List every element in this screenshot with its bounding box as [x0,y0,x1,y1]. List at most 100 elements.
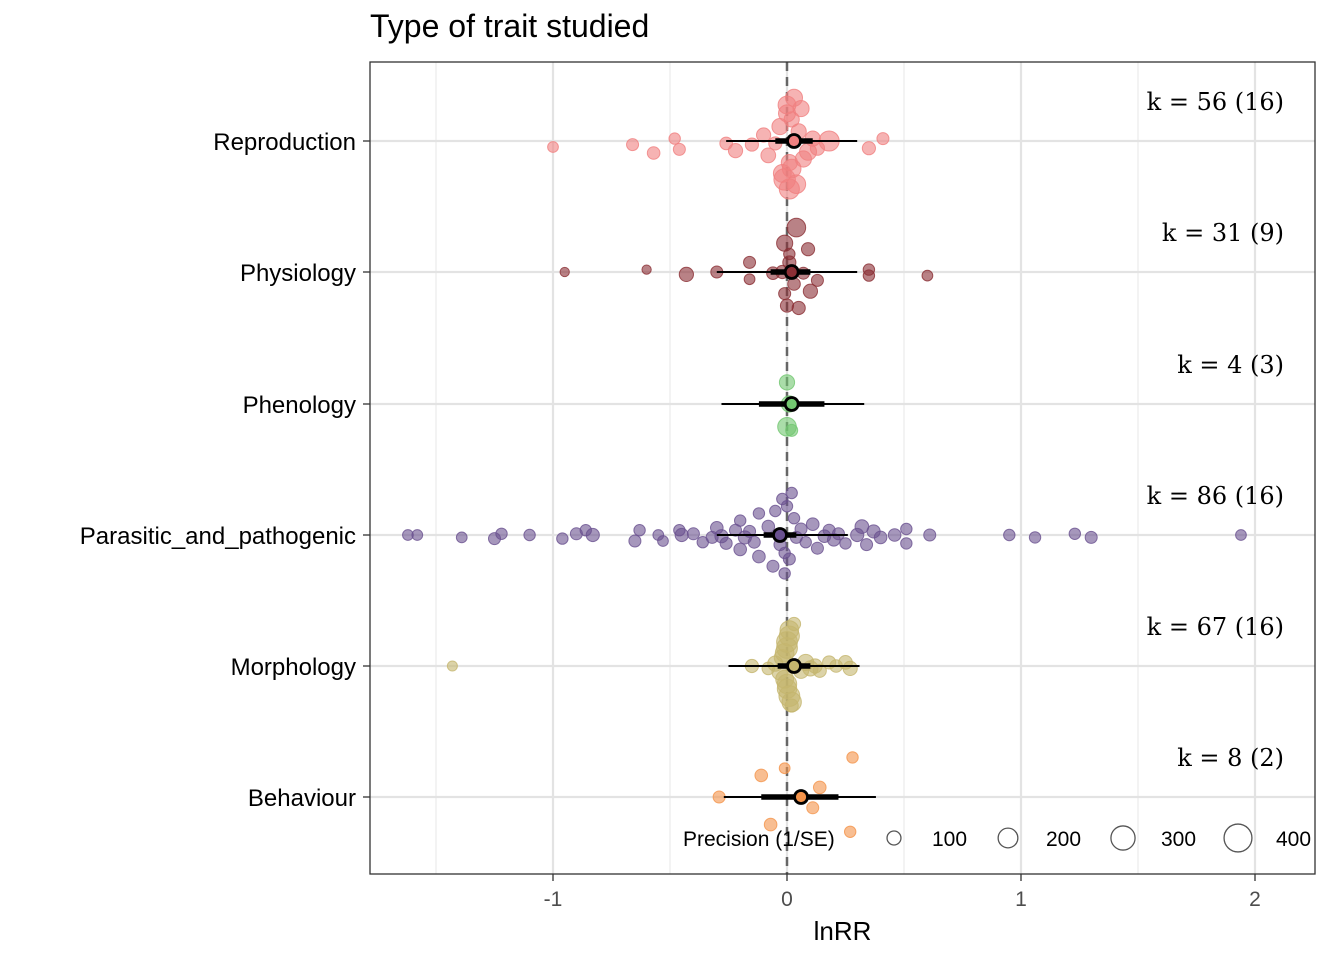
data-point [778,762,791,775]
k-label: k = 8 (2) [1177,744,1284,772]
x-tick-label: 1 [1015,888,1027,911]
data-point [842,660,858,677]
data-point [686,527,700,541]
mean-estimate [783,264,800,280]
legend-size-label: 300 [1161,828,1196,851]
k-label: k = 86 (16) [1147,482,1284,510]
k-labels: k = 56 (16) k = 31 (9) k = 4 (3) k = 86 (16… [1147,88,1284,772]
data-point [761,519,776,534]
data-point [523,528,536,542]
data-point [1028,531,1042,544]
data-point [800,242,816,257]
panel-background [370,62,1315,874]
data-point [547,141,559,153]
data-point [900,537,913,550]
legend-size-circle [997,827,1019,849]
data-point [876,132,890,146]
data-point [812,780,827,795]
data-point [672,142,686,156]
data-point [779,298,795,313]
data-point [778,567,791,580]
data-point [846,751,859,764]
mean-estimate [786,133,802,149]
data-point [641,264,652,275]
x-axis-title: lnRR [814,916,872,946]
data-point [785,423,799,437]
data-point [744,137,759,152]
data-point [887,528,902,542]
data-point [752,549,766,564]
mean-estimate [786,658,802,674]
data-point [778,374,796,391]
data-point [646,146,661,160]
data-point [778,287,792,301]
size-legend: Precision (1/SE) 100 200 300 400 [683,823,1311,853]
data-point [805,517,820,532]
data-point [923,528,937,542]
data-point [794,522,808,536]
panel-border [369,61,1316,875]
data-point [1235,529,1247,541]
data-point [628,534,642,548]
y-tick-label: Phenology [243,392,356,419]
data-point [678,266,694,283]
data-point [843,825,857,839]
y-tick-label: Parasitic_and_pathogenic [80,523,356,550]
legend-size-label: 400 [1276,828,1311,851]
data-point [763,817,778,832]
data-point [733,542,748,557]
data-point [810,541,824,555]
data-point [783,111,800,128]
axes: -1 0 1 2 Reproduction Physiology Phenology Para… [80,129,1261,946]
y-tick-label: Morphology [231,654,356,681]
k-label: k = 56 (16) [1147,88,1284,116]
x-tick-label: 2 [1249,888,1261,911]
data-point [802,283,819,299]
k-label: k = 67 (16) [1147,613,1284,641]
data-point [806,801,820,815]
data-point [780,499,794,513]
data-point [783,247,796,261]
data-point [556,532,569,545]
k-label: k = 31 (9) [1162,219,1284,247]
data-point [1003,528,1016,542]
data-point [727,142,744,159]
data-point [812,663,827,678]
legend-size-circle [1223,823,1253,853]
legend-size-circle [886,830,902,846]
data-point [1068,527,1082,541]
legend-title: Precision (1/SE) [683,828,835,851]
data-point [585,527,600,543]
data-point [860,538,874,552]
x-tick-label: 0 [781,888,793,911]
data-point [799,535,812,549]
data-point [861,141,876,156]
data-point [839,537,852,550]
mean-estimate [793,789,809,805]
data-point [873,530,888,545]
summary-estimates [716,133,876,805]
data-point [411,529,424,541]
y-tick-label: Physiology [240,260,356,287]
data-point [752,507,766,520]
data-point [862,263,876,276]
data-point [719,536,733,550]
data-point [446,660,458,672]
data-point [786,616,802,632]
data-point [668,132,681,145]
data-point [657,535,669,547]
data-point [455,531,468,544]
mean-estimate [783,396,800,412]
data-point [792,100,810,118]
data-point [831,527,845,541]
x-tick-label: -1 [544,888,563,911]
data-point [495,527,508,541]
data-point [626,138,640,152]
data-point [769,504,782,518]
data-point [743,255,757,269]
data-point [712,790,726,804]
data-point [766,559,780,573]
data-point [921,269,934,282]
data-point [810,273,824,287]
data-point [782,552,796,566]
